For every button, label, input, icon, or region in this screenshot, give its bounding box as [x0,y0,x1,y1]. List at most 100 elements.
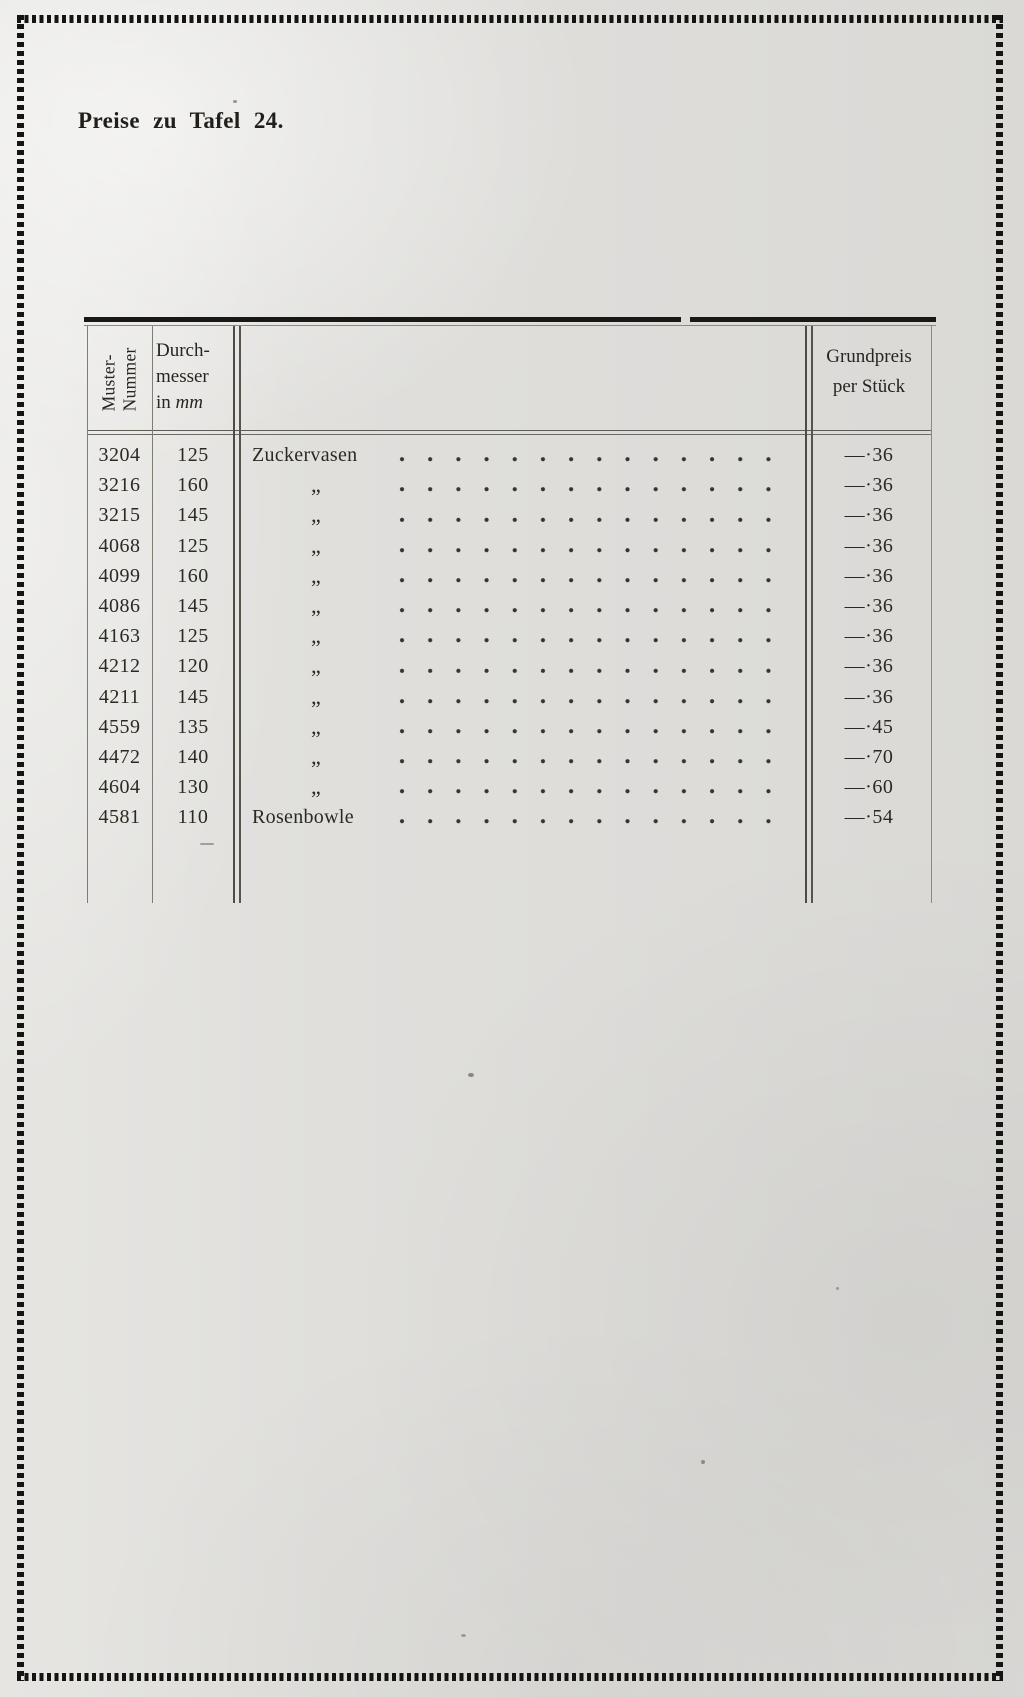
table-row: 4068 125 „ —·36 [87,530,932,561]
col2-col3-double-rule-a [233,326,235,903]
dotted-border-right [996,15,1003,1681]
header-durchmesser: Durch- messer in mm [156,340,210,414]
durchmesser-cell: 145 [177,594,209,617]
price-cell: —·36 [844,564,894,587]
header-bottom-rule-2 [87,434,932,435]
dot-leader [398,802,790,833]
muster-nummer-cell: 4581 [98,806,141,829]
header-muster-nummer-rotated-text: Muster- Nummer [98,346,141,412]
muster-nummer-cell: 4211 [98,685,141,708]
table-row: 4212 120 „ —·36 [87,651,932,682]
item-name: „ [310,623,322,649]
dotted-border-bottom [17,1673,1003,1681]
dot-leader [398,530,790,561]
dot-leader [398,440,790,471]
muster-nummer-cell: 4559 [98,715,141,738]
unit-mm: mm [175,392,203,414]
item-name: „ [310,592,322,618]
muster-nummer-cell: 4604 [98,776,141,799]
durchmesser-cell: 140 [177,745,209,768]
dot-leader [398,741,790,773]
table-row: 3216 160 „ —·36 [87,470,932,501]
table-row: 4472 140 „ —·70 [87,741,932,773]
col3-col4-double-rule-a [805,326,807,903]
price-cell: —·36 [844,655,894,678]
dot-leader [398,470,790,501]
table-row: 3204 125 Zuckervasen —·36 [87,440,932,471]
table-left-rule [87,326,88,903]
price-cell: —·36 [844,625,894,648]
price-cell: —·36 [844,685,894,708]
durchmesser-cell: 145 [177,504,209,527]
item-name: „ [310,562,322,588]
table-row: 4211 145 „ —·36 [87,681,932,712]
col1-col2-rule [152,326,153,903]
muster-nummer-cell: 4068 [98,534,141,557]
table-row: 4163 125 „ —·36 [87,621,932,652]
item-name: „ [310,683,322,709]
price-cell: —·36 [844,474,894,497]
durchmesser-cell: 160 [177,564,209,587]
dotted-border-top [17,15,1003,23]
table-top-thin-rule [84,325,936,326]
dot-leader [398,681,790,712]
dot-leader [398,500,790,531]
price-cell: —·60 [844,776,894,799]
table-body: 3204 125 Zuckervasen —·36 3216 160 „ —·3… [87,440,932,833]
durchmesser-cell: 130 [177,776,209,799]
item-name: Zuckervasen [252,444,358,466]
item-name: „ [310,774,322,800]
dot-leader [398,651,790,682]
item-name: „ [310,743,322,769]
muster-nummer-cell: 3215 [98,504,141,527]
muster-nummer-cell: 3204 [98,444,141,466]
table-row: 4581 110 Rosenbowle —·54 [87,802,932,833]
item-name: „ [310,653,322,679]
header-bottom-rule-1 [87,430,932,431]
muster-nummer-cell: 4099 [98,564,141,587]
price-cell: —·70 [844,745,894,768]
durchmesser-cell: 160 [177,474,209,497]
dot-leader [398,772,790,803]
table-row: 3215 145 „ —·36 [87,500,932,531]
dot-leader [398,560,790,591]
price-cell: —·36 [844,594,894,617]
durchmesser-cell: 125 [177,534,209,557]
price-cell: —·36 [844,444,894,466]
durchmesser-cell: 135 [177,715,209,738]
dot-leader [398,621,790,652]
price-cell: —·54 [844,806,894,829]
muster-nummer-cell: 3216 [98,474,141,497]
item-name: „ [310,472,322,498]
scan-speck [836,1287,839,1290]
col3-col4-double-rule-b [811,326,813,903]
durchmesser-cell: 145 [177,685,209,708]
durchmesser-cell: 110 [177,806,209,829]
muster-nummer-cell: 4163 [98,625,141,648]
muster-nummer-cell: 4086 [98,594,141,617]
table-row: 4604 130 „ —·60 [87,772,932,803]
dotted-border-left [17,15,24,1681]
scan-speck [233,100,237,103]
table-top-thick-rule [84,317,936,322]
table-top-rule-gap [681,316,690,323]
durchmesser-cell: 125 [177,444,209,466]
price-cell: —·45 [844,715,894,738]
item-name: „ [310,532,322,558]
dot-leader [398,711,790,742]
item-name: Rosenbowle [252,806,354,829]
dot-leader [398,590,790,622]
durchmesser-cell: 125 [177,625,209,648]
page-title: Preise zu Tafel 24. [78,108,284,133]
header-grundpreis: Grundpreis per Stück [826,346,912,398]
item-name: „ [310,713,322,739]
price-cell: —·36 [844,504,894,527]
col2-col3-double-rule-b [239,326,241,903]
muster-nummer-cell: 4212 [98,655,141,678]
scan-speck [468,1073,474,1077]
durchmesser-cell: 120 [177,655,209,678]
muster-nummer-cell: 4472 [98,745,141,768]
scan-speck [461,1634,466,1637]
table-row: 4099 160 „ —·36 [87,560,932,591]
